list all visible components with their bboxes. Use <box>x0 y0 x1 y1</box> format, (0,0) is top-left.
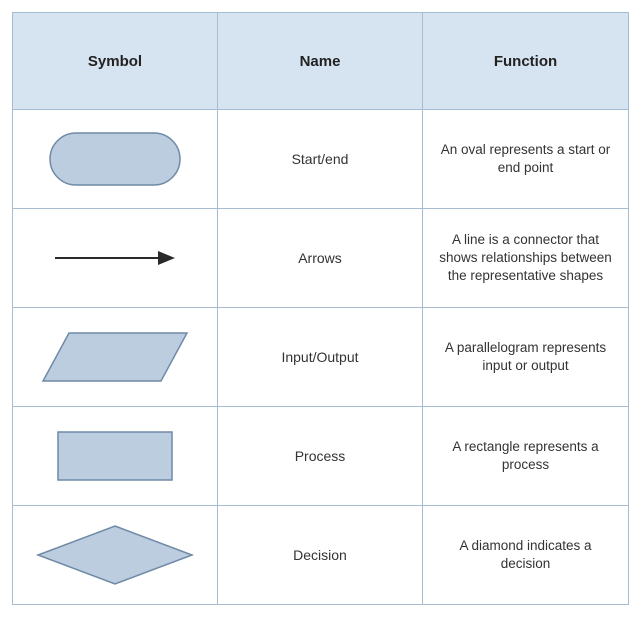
table-row: DecisionA diamond indicates a decision <box>13 506 629 605</box>
oval-symbol-cell <box>13 110 218 209</box>
name-cell: Process <box>218 407 423 506</box>
rectangle-icon <box>23 424 207 488</box>
function-cell: A line is a connector that shows relatio… <box>423 209 629 308</box>
table-header-row: Symbol Name Function <box>13 13 629 110</box>
diamond-symbol-cell <box>13 506 218 605</box>
flowchart-symbols-table: Symbol Name Function Start/endAn oval re… <box>12 12 629 605</box>
function-cell: An oval represents a start or end point <box>423 110 629 209</box>
arrow-icon <box>23 238 207 278</box>
function-cell: A diamond indicates a decision <box>423 506 629 605</box>
table-row: Input/OutputA parallelogram represents i… <box>13 308 629 407</box>
name-cell: Arrows <box>218 209 423 308</box>
oval-icon <box>23 127 207 191</box>
name-cell: Input/Output <box>218 308 423 407</box>
name-cell: Start/end <box>218 110 423 209</box>
name-cell: Decision <box>218 506 423 605</box>
table-row: Start/endAn oval represents a start or e… <box>13 110 629 209</box>
table-row: ProcessA rectangle represents a process <box>13 407 629 506</box>
parallelogram-symbol-cell <box>13 308 218 407</box>
function-cell: A rectangle represents a process <box>423 407 629 506</box>
arrow-symbol-cell <box>13 209 218 308</box>
rectangle-symbol-cell <box>13 407 218 506</box>
table-row: ArrowsA line is a connector that shows r… <box>13 209 629 308</box>
parallelogram-icon <box>23 325 207 389</box>
header-name: Name <box>218 13 423 110</box>
function-cell: A parallelogram represents input or outp… <box>423 308 629 407</box>
header-function: Function <box>423 13 629 110</box>
header-symbol: Symbol <box>13 13 218 110</box>
diamond-icon <box>23 520 207 590</box>
